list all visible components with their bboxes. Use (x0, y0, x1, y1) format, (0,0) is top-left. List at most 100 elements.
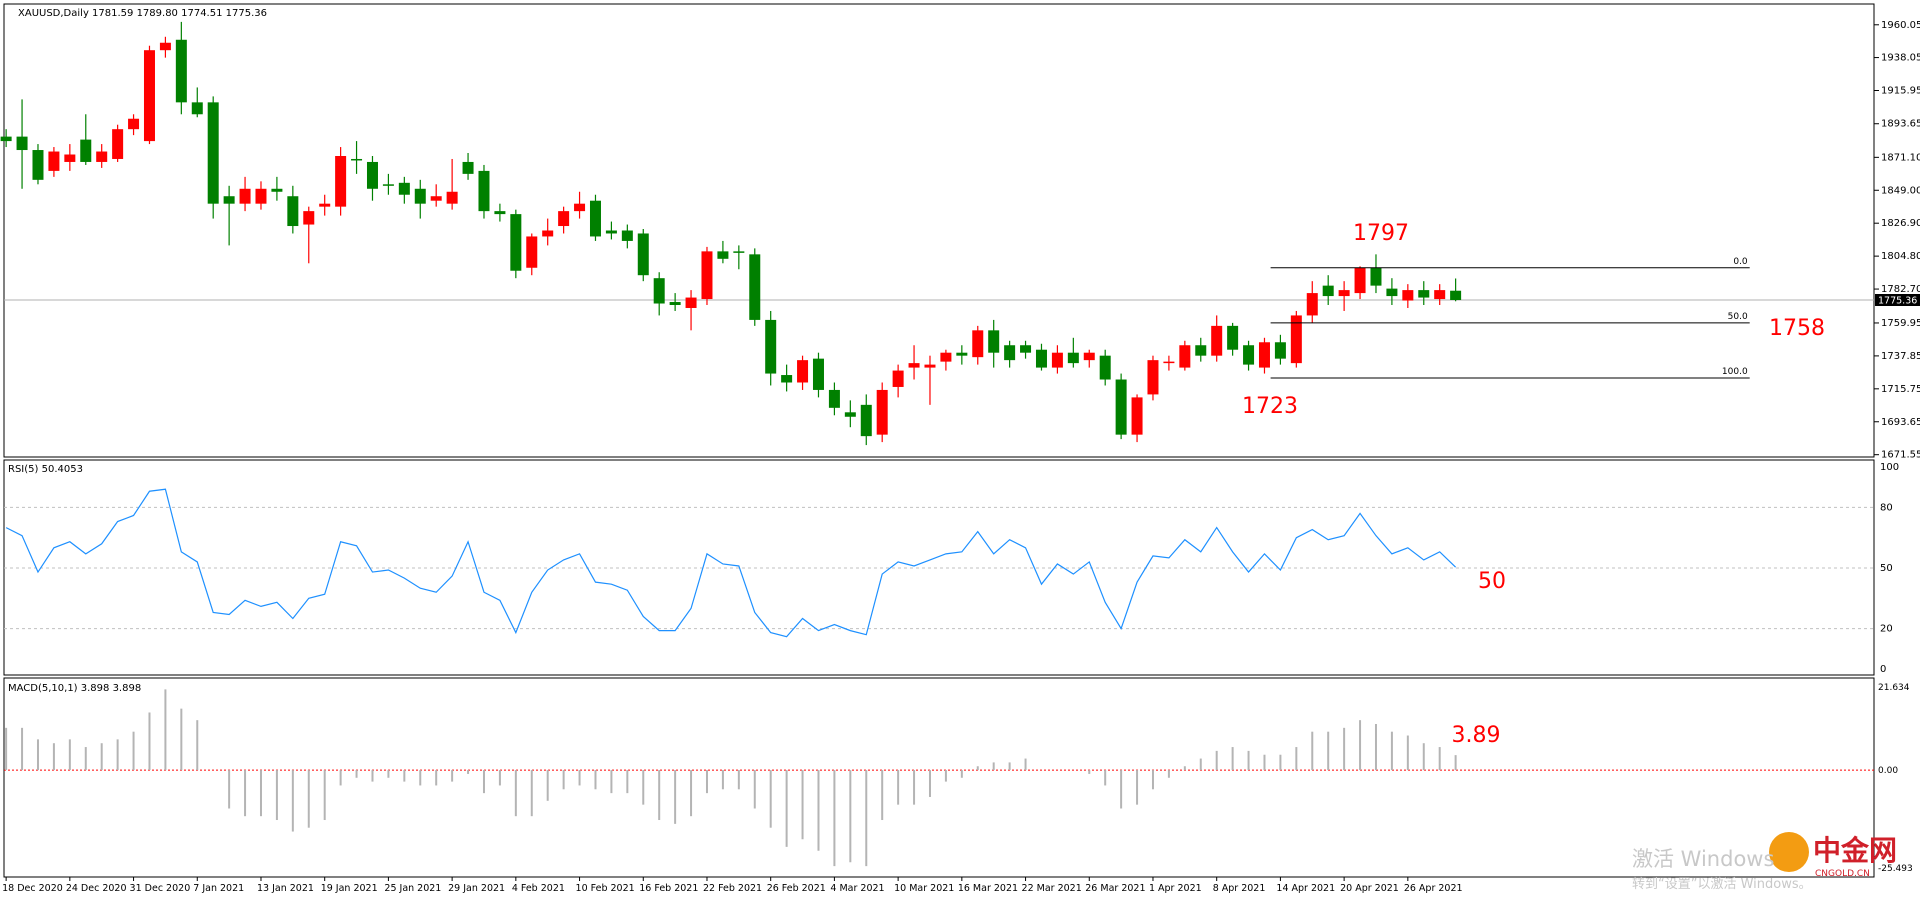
rsi-tick-label: 50 (1880, 563, 1893, 574)
candle-body (1035, 349, 1047, 368)
candle-body (64, 154, 76, 162)
candle-body (1067, 352, 1079, 364)
fib-label: 100.0 (1722, 367, 1748, 377)
candle-body (653, 278, 665, 304)
candle-body (1290, 315, 1302, 364)
rsi-line (5, 488, 1457, 638)
candle-body (255, 188, 267, 204)
x-tick-label: 22 Mar 2021 (1022, 883, 1082, 894)
candle-body (701, 251, 713, 300)
candle-body (1115, 379, 1127, 435)
candle-body (621, 230, 633, 241)
candle-body (844, 412, 856, 417)
candle-body (828, 389, 840, 408)
candle-body (1227, 325, 1239, 350)
candle-body (940, 352, 952, 362)
x-tick-label: 22 Feb 2021 (703, 883, 762, 894)
header: XAUUSD,Daily 1781.59 1789.80 1774.51 177… (18, 8, 267, 19)
annotation: 1797 (1353, 221, 1409, 246)
candle-body (207, 102, 219, 204)
candle-body (526, 236, 538, 268)
fib-label: 0.0 (1733, 257, 1748, 267)
macd-panel (3, 677, 1875, 878)
rsi-title: RSI(5) 50.4053 (8, 464, 83, 475)
candle-body (335, 155, 347, 207)
candle-body (32, 150, 44, 180)
candle-body (1354, 267, 1366, 294)
rsi-tick-label: 80 (1880, 502, 1893, 513)
x-tick-label: 19 Jan 2021 (321, 883, 378, 894)
y-tick-label: 1871.10 (1881, 152, 1920, 163)
candle-body (542, 230, 554, 237)
candle-body (574, 203, 586, 212)
candle-body (589, 200, 601, 237)
candle-body (717, 251, 729, 259)
annotation: 3.89 (1452, 723, 1501, 748)
x-tick-label: 13 Jan 2021 (257, 883, 314, 894)
candle-body (223, 196, 235, 204)
candle-body (430, 196, 442, 201)
candle-body (414, 188, 426, 204)
fib-label: 50.0 (1728, 312, 1748, 322)
candle-body (1418, 290, 1430, 298)
rsi-tick-label: 100 (1880, 462, 1899, 473)
candle-body (1051, 352, 1063, 368)
candle-body (1258, 342, 1270, 368)
candle-body (685, 297, 697, 308)
candle-body (1306, 293, 1318, 316)
rsi-panel (3, 459, 1875, 676)
candle-body (669, 302, 681, 306)
x-tick-label: 18 Dec 2020 (2, 883, 63, 894)
candle-body (175, 39, 187, 103)
candle-body (1243, 345, 1255, 365)
candle-body (1195, 345, 1207, 356)
candle-body (382, 184, 394, 186)
candle-body (972, 330, 984, 358)
candle-body (398, 182, 410, 195)
candle-body (143, 50, 155, 142)
candle-body (1099, 355, 1111, 380)
watermark-2: 转到“设置”以激活 Windows。 (1632, 877, 1812, 892)
candle-body (48, 151, 60, 171)
y-tick-label: 1671.55 (1881, 450, 1920, 461)
candle-body (287, 196, 299, 227)
x-tick-label: 16 Feb 2021 (639, 883, 698, 894)
candle-body (303, 211, 315, 225)
y-tick-label: 1693.65 (1881, 417, 1920, 428)
annotation: 50 (1478, 569, 1506, 594)
candle-body (96, 151, 108, 162)
candle-body (1179, 345, 1191, 368)
candle-body (478, 170, 490, 212)
candle-body (366, 161, 378, 189)
candle-body (637, 233, 649, 276)
macd-title: MACD(5,10,1) 3.898 3.898 (8, 683, 141, 694)
y-tick-label: 1915.95 (1881, 86, 1920, 97)
candle-body (1450, 290, 1462, 300)
candle-body (749, 254, 761, 320)
candle-body (1402, 290, 1414, 301)
candle-body (1370, 267, 1382, 286)
logo-icon (1769, 832, 1809, 872)
candle-body (558, 211, 570, 227)
candle-body (462, 161, 474, 174)
candle-body (988, 330, 1000, 353)
watermark-1: 激活 Windows (1632, 847, 1774, 871)
logo: 中金网 (1813, 834, 1897, 867)
y-tick-label: 1759.95 (1881, 318, 1920, 329)
candle-body (1338, 290, 1350, 297)
candle-body (159, 42, 171, 51)
logo-sub: CNGOLD.CN (1815, 869, 1870, 879)
x-tick-label: 4 Mar 2021 (830, 883, 884, 894)
x-tick-label: 4 Feb 2021 (512, 883, 565, 894)
candle-body (128, 118, 140, 130)
last-price-label: 1775.36 (1878, 295, 1917, 306)
candle-body (733, 251, 745, 253)
y-tick-label: 1849.00 (1881, 185, 1920, 196)
candle-body (1004, 345, 1016, 361)
candle-body (191, 102, 203, 115)
x-tick-label: 10 Feb 2021 (576, 883, 635, 894)
candle-body (781, 375, 793, 383)
candle-body (1083, 352, 1095, 361)
x-tick-label: 26 Mar 2021 (1085, 883, 1145, 894)
